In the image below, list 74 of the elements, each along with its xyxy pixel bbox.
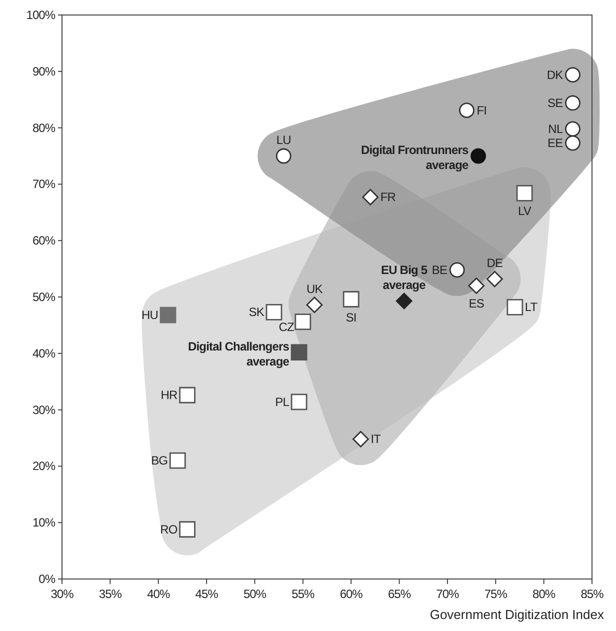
- x-axis-title: Government Digitization Index: [430, 607, 604, 622]
- annotation: Digital Frontrunners average: [360, 143, 470, 172]
- point: [352, 430, 369, 448]
- point: [342, 291, 360, 308]
- x-tick-label: 45%: [195, 587, 219, 601]
- point: [506, 298, 524, 316]
- point: [276, 148, 292, 164]
- annotation: PL: [275, 394, 290, 409]
- annotation: RO: [160, 522, 178, 536]
- point: [362, 188, 379, 206]
- annotation: UK: [306, 282, 323, 296]
- annotation: BE: [432, 262, 448, 277]
- y-tick-label: 50%: [32, 290, 56, 304]
- point: [565, 135, 580, 151]
- annotation: SE: [548, 96, 564, 110]
- annotation: EU Big 5 average: [381, 262, 428, 292]
- point: [179, 521, 196, 538]
- annotation: LT: [524, 300, 538, 314]
- x-tick-label: 75%: [484, 587, 508, 601]
- y-tick-label: 90%: [32, 64, 56, 78]
- x-tick-label: 55%: [292, 587, 315, 601]
- annotation: HR: [160, 388, 178, 402]
- y-tick-label: 80%: [32, 120, 56, 135]
- annotation: FI: [476, 103, 487, 118]
- annotation: HU: [141, 308, 158, 322]
- x-tick-label: 70%: [436, 587, 460, 601]
- point: [169, 452, 186, 469]
- point: [459, 102, 474, 118]
- point: [486, 270, 503, 288]
- point: [396, 292, 412, 310]
- point: [565, 67, 580, 82]
- y-tick-label: 20%: [32, 459, 56, 474]
- x-tick-label: 30%: [50, 587, 74, 601]
- point: [294, 314, 312, 330]
- annotation: LV: [518, 204, 532, 218]
- x-tick-label: 85%: [580, 587, 604, 601]
- annotation: SK: [248, 305, 264, 320]
- point: [290, 394, 308, 410]
- point: [160, 306, 176, 324]
- point: [516, 185, 533, 202]
- y-tick-label: 0%: [38, 572, 56, 586]
- annotation: CZ: [278, 320, 294, 334]
- annotation: LU: [276, 133, 291, 147]
- point: [468, 278, 485, 294]
- y-tick-label: 10%: [32, 516, 56, 530]
- annotation: EE: [548, 136, 564, 150]
- annotation: IT: [370, 432, 382, 446]
- x-tick-label: 50%: [243, 587, 267, 601]
- point: [565, 95, 580, 111]
- point: [470, 148, 486, 164]
- annotation: ES: [468, 296, 484, 311]
- x-tick-label: 40%: [147, 587, 170, 601]
- annotation: NL: [548, 122, 564, 136]
- point: [266, 304, 282, 320]
- x-tick-label: 65%: [388, 587, 412, 601]
- annotation: SI: [346, 310, 356, 324]
- annotation: Digital Challengers average: [188, 339, 290, 368]
- x-tick-label: 80%: [532, 587, 556, 601]
- y-tick-label: 40%: [32, 346, 56, 360]
- y-tick-label: 70%: [32, 177, 56, 192]
- y-tick-label: 30%: [32, 402, 56, 417]
- point: [290, 344, 308, 360]
- point: [449, 262, 465, 278]
- annotation: FR: [380, 190, 396, 204]
- annotation: DE: [486, 256, 503, 270]
- x-tick-label: 60%: [340, 587, 364, 601]
- annotation: BG: [151, 454, 168, 468]
- y-tick-label: 100%: [26, 8, 56, 22]
- point: [179, 386, 196, 404]
- point: [565, 121, 580, 137]
- annotation: DK: [546, 68, 564, 82]
- x-tick-label: 35%: [98, 587, 122, 601]
- point: [306, 296, 323, 314]
- y-tick-label: 60%: [32, 234, 56, 248]
